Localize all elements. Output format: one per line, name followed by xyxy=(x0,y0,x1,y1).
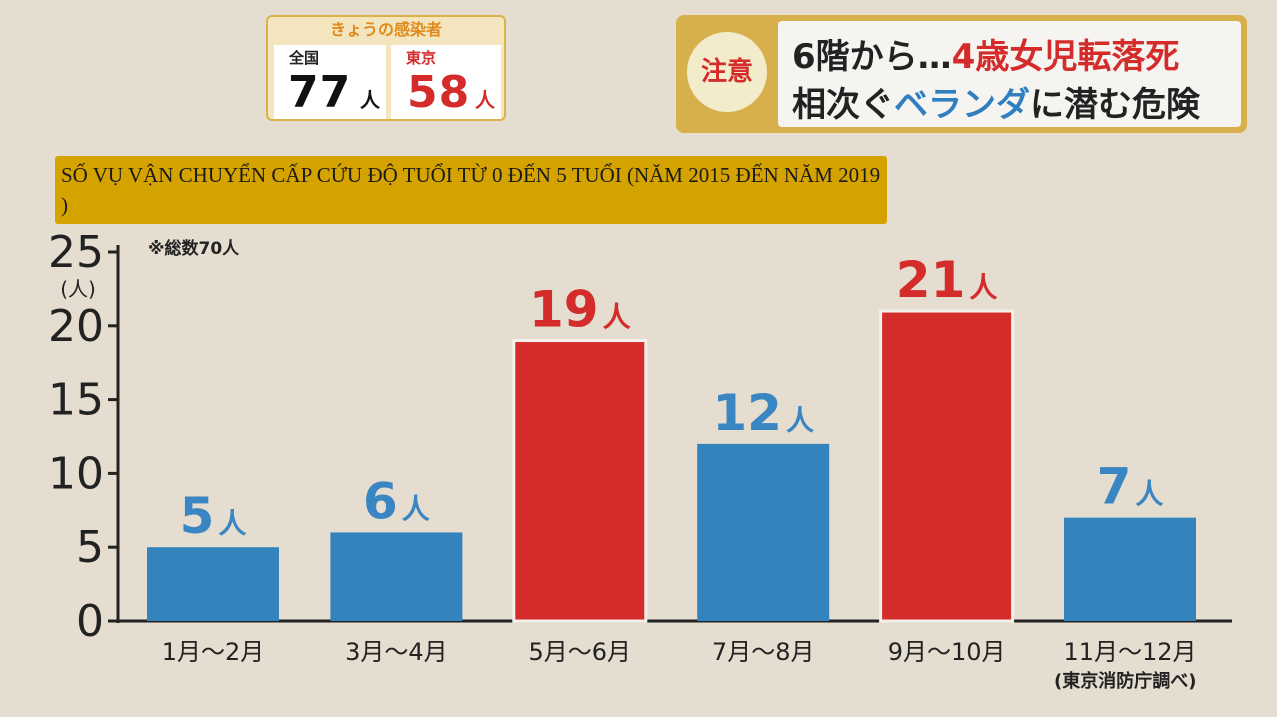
bar xyxy=(330,532,463,621)
x-tick-label: 7月～8月 xyxy=(712,638,815,666)
caution-badge: 注意 xyxy=(684,29,770,115)
headline-line-1-black: 6階から… xyxy=(792,37,952,77)
infection-count-box: きょうの感染者 全国 77 人 東京 58 人 xyxy=(266,15,506,121)
bar xyxy=(697,443,830,621)
source-note: (東京消防庁調べ) xyxy=(1054,671,1197,692)
headline-line-2-black-b: に潜む危険 xyxy=(1030,85,1200,125)
bar xyxy=(1064,517,1196,621)
national-value: 77 xyxy=(288,67,352,118)
headline-text-panel: 6階から…4歳女児転落死 相次ぐベランダに潜む危険 xyxy=(778,21,1241,127)
vietnamese-caption-banner: SỐ VỤ VẬN CHUYỂN CẤP CỨU ĐỘ TUỔI TỪ 0 ĐẾ… xyxy=(55,156,887,224)
national-label: 全国 xyxy=(288,49,319,67)
infection-title: きょうの感染者 xyxy=(329,20,442,39)
bar-data-label: 19 人 xyxy=(529,281,631,339)
y-tick-label: 20 xyxy=(48,301,104,352)
y-tick-label: 25 xyxy=(48,227,104,278)
headline-line-1: 6階から…4歳女児転落死 xyxy=(792,29,1179,78)
bar-data-label: 21 人 xyxy=(896,251,998,309)
headline-line-1-red: 4歳女児転落死 xyxy=(951,37,1180,77)
tokyo-value: 58 xyxy=(407,67,471,118)
headline-box: 注意 6階から…4歳女児転落死 相次ぐベランダに潜む危険 xyxy=(676,15,1247,133)
tokyo-count-cell: 東京 58 人 xyxy=(391,45,501,119)
tokyo-label: 東京 xyxy=(405,49,436,67)
bar xyxy=(147,547,279,621)
national-count-cell: 全国 77 人 xyxy=(274,45,386,119)
x-tick-label: 5月～6月 xyxy=(529,638,632,666)
bar xyxy=(512,339,648,623)
x-tick-label: 9月～10月 xyxy=(888,638,1006,666)
headline-line-2-black-a: 相次ぐ xyxy=(792,85,894,125)
y-axis-unit-label: (人) xyxy=(60,277,96,301)
total-note: ※総数70人 xyxy=(148,239,240,259)
tokyo-unit: 人 xyxy=(475,88,495,112)
x-tick-label: 11月～12月 xyxy=(1063,638,1196,666)
national-unit: 人 xyxy=(360,88,380,112)
y-tick-label: 0 xyxy=(76,596,104,647)
bar-data-label: 12 人 xyxy=(712,384,814,442)
y-tick-label: 10 xyxy=(48,448,104,499)
y-tick-label: 15 xyxy=(48,375,104,426)
headline-line-2: 相次ぐベランダに潜む危険 xyxy=(792,77,1200,126)
y-tick-label: 5 xyxy=(76,522,104,573)
headline-line-2-blue: ベランダ xyxy=(894,85,1030,125)
x-tick-label: 3月～4月 xyxy=(345,638,448,666)
bar xyxy=(879,309,1015,623)
x-tick-label: 1月～2月 xyxy=(162,638,265,666)
